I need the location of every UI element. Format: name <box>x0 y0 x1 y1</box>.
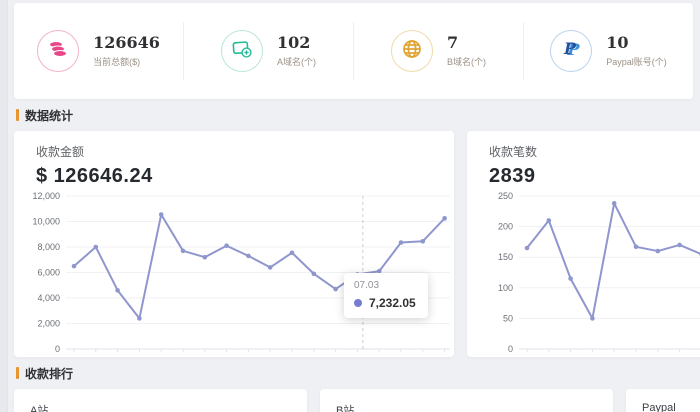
chart-title: 收款笔数 <box>489 145 538 159</box>
globe-icon <box>400 37 424 66</box>
tooltip-date-label: 07.03 <box>354 280 380 291</box>
svg-text:P: P <box>563 39 577 58</box>
paypal-icon-ring: P P <box>550 30 593 72</box>
stat-label: 当前总额($) <box>93 57 141 68</box>
stat-total-amount: 126646 当前总额($) <box>14 3 183 99</box>
data-stats-section-header: 数据统计 <box>16 107 700 123</box>
svg-text:100: 100 <box>498 283 513 293</box>
stat-divider <box>523 22 524 80</box>
paypal-icon: P P <box>559 37 583 66</box>
accent-bar <box>16 367 19 379</box>
chart-total: $ 126646.24 <box>36 165 153 187</box>
coins-icon-ring <box>37 30 80 72</box>
svg-text:4,000: 4,000 <box>37 293 60 303</box>
stat-a-domains: 102 A域名(个) <box>184 3 353 99</box>
stat-value: 10 <box>606 32 629 52</box>
stat-divider <box>353 22 354 80</box>
svg-text:2,000: 2,000 <box>37 319 60 329</box>
ranking-title: A站 <box>30 405 49 412</box>
svg-text:0: 0 <box>508 344 513 354</box>
payment-amount-chart[interactable]: 12,000 10,000 8,000 6,000 4,000 2,000 0 <box>22 190 452 358</box>
stat-divider <box>183 22 184 80</box>
svg-text:150: 150 <box>498 252 513 262</box>
monitor-add-icon <box>230 37 254 66</box>
payment-count-card: 收款笔数 2839 250 200 150 100 50 0 <box>467 131 700 357</box>
ranking-card-a: A站 <box>14 389 307 412</box>
ranking-title: B站 <box>336 405 355 412</box>
svg-text:10,000: 10,000 <box>32 217 60 227</box>
series-dot-icon <box>354 299 362 307</box>
ranking-section-header: 收款排行 <box>16 365 700 381</box>
svg-text:8,000: 8,000 <box>37 242 60 252</box>
payment-amount-card: 收款金额 $ 126646.24 12,000 10,000 8,000 6,000 4… <box>14 131 454 357</box>
main-content: 126646 当前总额($) <box>8 0 700 412</box>
svg-text:200: 200 <box>498 222 513 232</box>
svg-text:6,000: 6,000 <box>37 268 60 278</box>
tooltip-row: 7,232.05 <box>354 296 416 310</box>
stat-label: B域名(个) <box>447 57 486 68</box>
tooltip-value: 7,232.05 <box>369 296 416 310</box>
accent-bar <box>16 109 19 121</box>
ranking-row: A站 B站 Paypal <box>14 389 700 412</box>
stat-paypal-accounts: P P 10 Paypal账号(个) <box>524 3 693 99</box>
coins-icon <box>46 37 70 66</box>
ranking-card-paypal: Paypal <box>626 389 700 412</box>
stat-text: 102 A域名(个) <box>277 34 316 69</box>
summary-stats-card: 126646 当前总额($) <box>14 3 693 99</box>
sidebar-edge-strip <box>0 0 8 412</box>
stat-b-domains: 7 B域名(个) <box>354 3 523 99</box>
svg-text:0: 0 <box>55 344 60 354</box>
ranking-title: Paypal <box>642 402 676 412</box>
section-title: 收款排行 <box>25 366 74 381</box>
svg-text:250: 250 <box>498 191 513 201</box>
globe-icon-ring <box>391 30 433 72</box>
chart-total: 2839 <box>489 165 536 187</box>
stat-text: 10 Paypal账号(个) <box>606 34 667 69</box>
svg-text:50: 50 <box>503 313 513 323</box>
stat-label: Paypal账号(个) <box>606 57 667 68</box>
chart-tooltip: 07.03 7,232.05 <box>344 273 428 318</box>
charts-row: 收款金额 $ 126646.24 12,000 10,000 8,000 6,000 4… <box>14 131 700 357</box>
stat-value: 102 <box>277 32 311 52</box>
ranking-card-b: B站 <box>320 389 613 412</box>
stat-label: A域名(个) <box>277 57 316 68</box>
svg-text:12,000: 12,000 <box>32 191 60 201</box>
stat-text: 126646 当前总额($) <box>93 34 160 69</box>
svg-text:P: P <box>567 40 581 59</box>
stat-value: 126646 <box>93 32 160 52</box>
monitor-add-icon-ring <box>221 30 263 72</box>
payment-count-chart[interactable]: 250 200 150 100 50 0 <box>475 190 700 358</box>
section-title: 数据统计 <box>25 108 74 123</box>
chart-title: 收款金额 <box>36 145 85 159</box>
stat-text: 7 B域名(个) <box>447 34 486 69</box>
stat-value: 7 <box>447 32 459 52</box>
